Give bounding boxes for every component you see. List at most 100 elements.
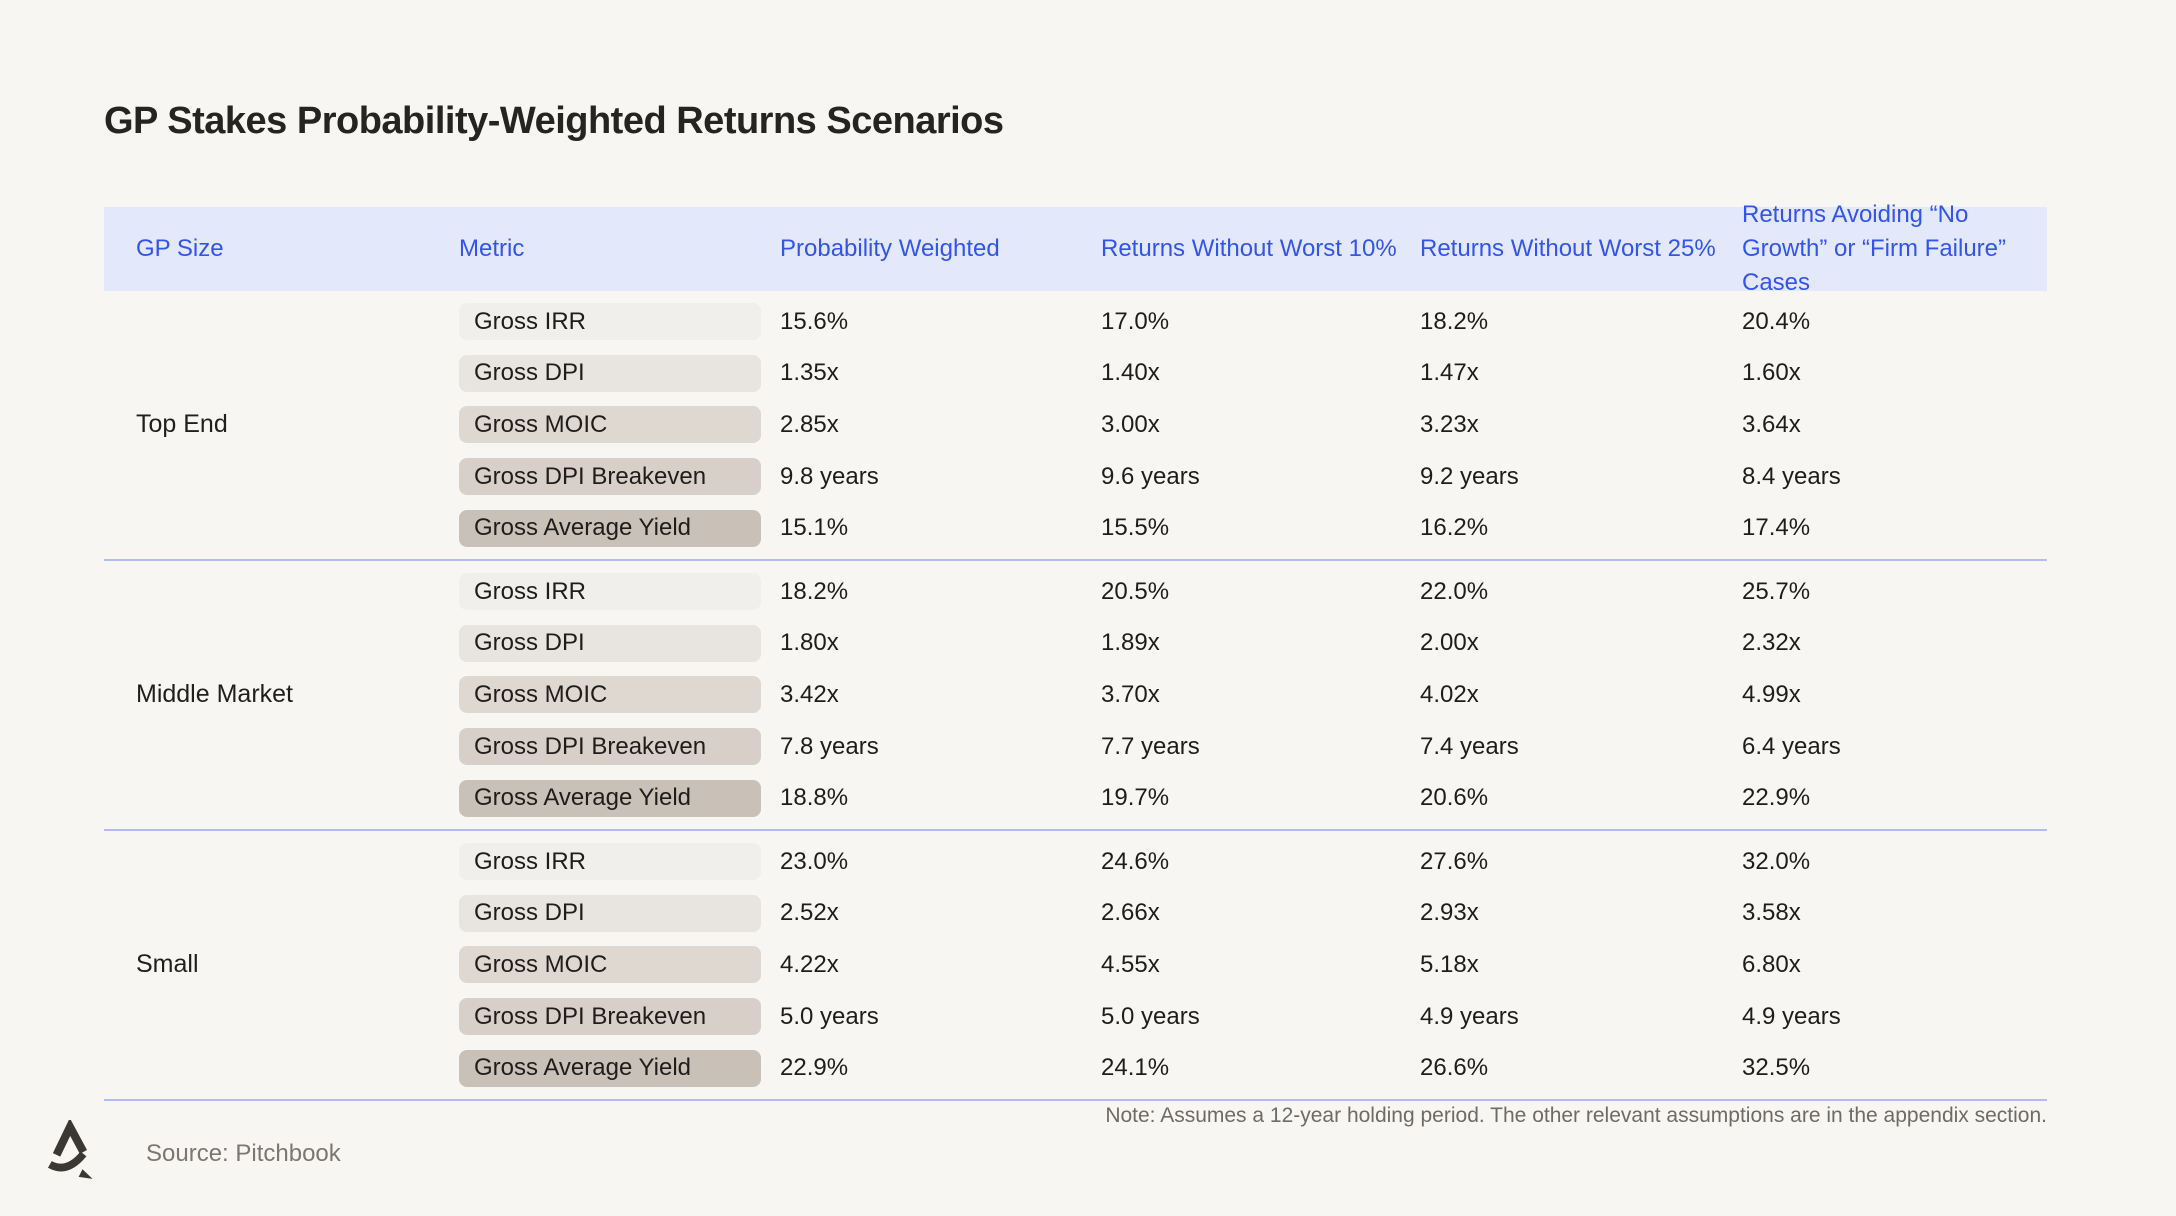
source-attribution: Source: Pitchbook <box>146 1140 341 1167</box>
value-cell: 18.2% <box>1420 307 1489 335</box>
metric-pill-gross-average-yield: Gross Average Yield <box>459 509 761 547</box>
metric-pill-gross-moic: Gross MOIC <box>459 676 761 714</box>
metric-cell: Gross Average Yield <box>455 1049 780 1087</box>
value-cell: 9.2 years <box>1420 462 1519 490</box>
value-cell: 22.9% <box>1742 784 1811 812</box>
metric-pill-gross-average-yield: Gross Average Yield <box>459 1049 761 1087</box>
value-cell: 2.32x <box>1742 629 1801 657</box>
metric-cell: Gross DPI <box>455 624 780 662</box>
metric-pill-gross-irr: Gross IRR <box>459 573 761 611</box>
value-cell: 3.58x <box>1742 899 1801 927</box>
value-cell: 18.2% <box>780 577 849 605</box>
value-cell: 15.6% <box>780 307 849 335</box>
returns-table: GP Size Metric Probability Weighted Returns… <box>104 201 2047 1101</box>
value-cell: 3.64x <box>1742 410 1801 438</box>
group-rows: Gross IRR 23.0% 24.6% 27.6% 32.0% Gross DPI 2.… <box>455 836 2047 1094</box>
page-title: GP Stakes Probability-Weighted Returns S… <box>104 100 1004 142</box>
metric-cell: Gross DPI Breakeven <box>455 458 780 496</box>
table-row: Gross IRR 18.2% 20.5% 22.0% 25.7% <box>455 566 2047 618</box>
metric-cell: Gross IRR <box>455 573 780 611</box>
value-cell: 3.23x <box>1420 410 1479 438</box>
value-cell: 4.9 years <box>1742 1002 1841 1030</box>
value-cell: 1.89x <box>1101 629 1160 657</box>
table-row: Gross IRR 23.0% 24.6% 27.6% 32.0% <box>455 836 2047 888</box>
metric-pill-gross-dpi: Gross DPI <box>459 354 761 392</box>
value-cell: 23.0% <box>780 847 849 875</box>
metric-pill-gross-moic: Gross MOIC <box>459 406 761 444</box>
column-header-probability-weighted: Probability Weighted <box>780 235 1000 262</box>
metric-cell: Gross DPI <box>455 894 780 932</box>
table-group-top-end: Top End Gross IRR 15.6% 17.0% 18.2% 20.4% Gros… <box>104 291 2047 561</box>
metric-cell: Gross Average Yield <box>455 509 780 547</box>
value-cell: 16.2% <box>1420 514 1489 542</box>
value-cell: 1.47x <box>1420 359 1479 387</box>
value-cell: 25.7% <box>1742 577 1811 605</box>
metric-cell: Gross DPI <box>455 354 780 392</box>
metric-cell: Gross Average Yield <box>455 779 780 817</box>
table-row: Gross MOIC 3.42x 3.70x 4.02x 4.99x <box>455 669 2047 721</box>
table-row: Gross Average Yield 18.8% 19.7% 20.6% 22.9% <box>455 772 2047 824</box>
value-cell: 1.60x <box>1742 359 1801 387</box>
value-cell: 3.00x <box>1101 410 1160 438</box>
value-cell: 5.0 years <box>1101 1002 1200 1030</box>
metric-cell: Gross DPI Breakeven <box>455 998 780 1036</box>
value-cell: 2.85x <box>780 410 839 438</box>
table-row: Gross DPI Breakeven 5.0 years 5.0 years 4.9… <box>455 991 2047 1043</box>
table-group-middle-market: Middle Market Gross IRR 18.2% 20.5% 22.0% 25.… <box>104 561 2047 831</box>
footnote: Note: Assumes a 12-year holding period. … <box>1105 1104 2047 1127</box>
table-header-row: GP Size Metric Probability Weighted Returns… <box>104 201 2047 296</box>
value-cell: 2.93x <box>1420 899 1479 927</box>
value-cell: 1.80x <box>780 629 839 657</box>
value-cell: 17.0% <box>1101 307 1170 335</box>
group-label-middle-market: Middle Market <box>136 680 293 709</box>
value-cell: 4.02x <box>1420 680 1479 708</box>
metric-pill-gross-dpi-breakeven: Gross DPI Breakeven <box>459 728 761 766</box>
value-cell: 27.6% <box>1420 847 1489 875</box>
value-cell: 20.4% <box>1742 307 1811 335</box>
value-cell: 3.42x <box>780 680 839 708</box>
value-cell: 7.8 years <box>780 732 879 760</box>
value-cell: 32.0% <box>1742 847 1811 875</box>
value-cell: 18.8% <box>780 784 849 812</box>
table-row: Gross Average Yield 22.9% 24.1% 26.6% 32.5% <box>455 1042 2047 1094</box>
table-row: Gross DPI 2.52x 2.66x 2.93x 3.58x <box>455 888 2047 940</box>
metric-pill-gross-irr: Gross IRR <box>459 843 761 881</box>
value-cell: 15.5% <box>1101 514 1170 542</box>
metric-pill-gross-dpi-breakeven: Gross DPI Breakeven <box>459 998 761 1036</box>
value-cell: 22.9% <box>780 1054 849 1082</box>
metric-pill-gross-moic: Gross MOIC <box>459 946 761 984</box>
value-cell: 5.18x <box>1420 950 1479 978</box>
value-cell: 1.40x <box>1101 359 1160 387</box>
value-cell: 5.0 years <box>780 1002 879 1030</box>
value-cell: 2.00x <box>1420 629 1479 657</box>
value-cell: 24.6% <box>1101 847 1170 875</box>
metric-pill-gross-average-yield: Gross Average Yield <box>459 779 761 817</box>
table-row: Gross DPI Breakeven 7.8 years 7.7 years 7.4… <box>455 721 2047 773</box>
value-cell: 9.8 years <box>780 462 879 490</box>
table-row: Gross DPI Breakeven 9.8 years 9.6 years 9.2… <box>455 451 2047 503</box>
metric-cell: Gross MOIC <box>455 406 780 444</box>
value-cell: 20.6% <box>1420 784 1489 812</box>
value-cell: 4.99x <box>1742 680 1801 708</box>
value-cell: 22.0% <box>1420 577 1489 605</box>
column-header-returns-avoiding-no-growth-or-firm-failure-cases: Returns Avoiding “No Growth” or “Firm Fa… <box>1742 201 2007 296</box>
group-label-small: Small <box>136 950 199 979</box>
table-row: Gross Average Yield 15.1% 15.5% 16.2% 17.4% <box>455 502 2047 554</box>
value-cell: 32.5% <box>1742 1054 1811 1082</box>
value-cell: 4.22x <box>780 950 839 978</box>
value-cell: 3.70x <box>1101 680 1160 708</box>
value-cell: 4.55x <box>1101 950 1160 978</box>
metric-pill-gross-dpi: Gross DPI <box>459 894 761 932</box>
table-body: Top End Gross IRR 15.6% 17.0% 18.2% 20.4% Gros… <box>104 291 2047 1101</box>
metric-cell: Gross MOIC <box>455 946 780 984</box>
value-cell: 20.5% <box>1101 577 1170 605</box>
value-cell: 7.4 years <box>1420 732 1519 760</box>
group-rows: Gross IRR 18.2% 20.5% 22.0% 25.7% Gross DPI 1.… <box>455 566 2047 824</box>
value-cell: 6.4 years <box>1742 732 1841 760</box>
value-cell: 1.35x <box>780 359 839 387</box>
value-cell: 6.80x <box>1742 950 1801 978</box>
column-header-gp-size: GP Size <box>136 235 224 262</box>
column-header-metric: Metric <box>459 235 525 262</box>
metric-cell: Gross MOIC <box>455 676 780 714</box>
